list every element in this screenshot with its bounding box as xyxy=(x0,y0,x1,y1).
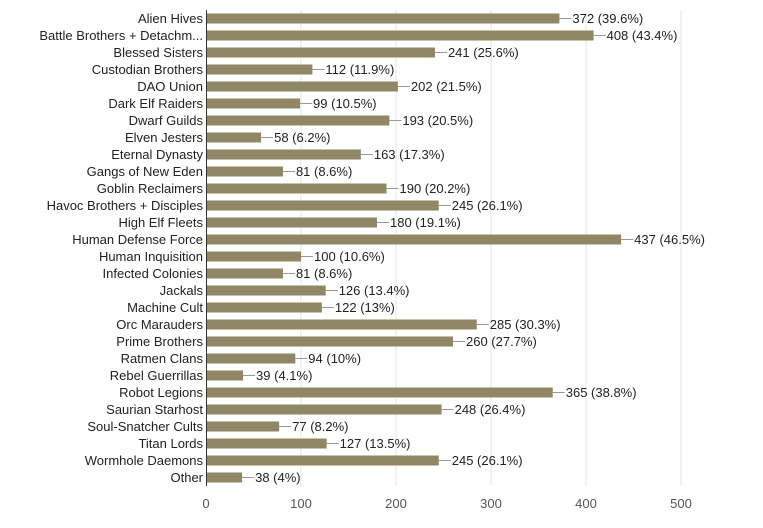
category-label: Machine Cult xyxy=(127,300,203,315)
value-label: 193 (20.5%) xyxy=(402,113,473,128)
category-label: Other xyxy=(170,470,203,485)
bar xyxy=(206,13,560,24)
value-labels: 372 (39.6%) 408 (43.4%) 241 (25.6%) 112 (11… xyxy=(242,11,705,485)
category-label: Robot Legions xyxy=(119,385,203,400)
category-label: Alien Hives xyxy=(138,11,204,26)
bar xyxy=(206,200,439,211)
value-label: 241 (25.6%) xyxy=(448,45,519,60)
category-label: Eternal Dynasty xyxy=(111,147,203,162)
value-label: 245 (26.1%) xyxy=(452,453,523,468)
category-label: Gangs of New Eden xyxy=(87,164,203,179)
value-label: 58 (6.2%) xyxy=(274,130,330,145)
bar xyxy=(206,353,296,364)
value-label: 38 (4%) xyxy=(255,470,301,485)
bars xyxy=(206,13,622,483)
category-label: Custodian Brothers xyxy=(92,62,204,77)
bar xyxy=(206,472,243,483)
value-label: 126 (13.4%) xyxy=(339,283,410,298)
bar xyxy=(206,251,301,262)
bar xyxy=(206,81,398,92)
value-label: 180 (19.1%) xyxy=(390,215,461,230)
bar xyxy=(206,166,283,177)
value-label: 100 (10.6%) xyxy=(314,249,385,264)
bar xyxy=(206,47,435,58)
bar xyxy=(206,455,439,466)
value-label: 190 (20.2%) xyxy=(400,181,471,196)
category-label: Goblin Reclaimers xyxy=(97,181,204,196)
x-tick-label: 300 xyxy=(480,496,502,511)
value-label: 81 (8.6%) xyxy=(296,164,352,179)
value-label: 245 (26.1%) xyxy=(452,198,523,213)
category-label: Havoc Brothers + Disciples xyxy=(47,198,204,213)
bar xyxy=(206,302,322,313)
bar xyxy=(206,404,442,415)
category-label: Battle Brothers + Detachm... xyxy=(39,28,203,43)
category-label: Human Defense Force xyxy=(72,232,203,247)
bar xyxy=(206,234,622,245)
x-tick-label: 500 xyxy=(670,496,692,511)
value-label: 285 (30.3%) xyxy=(490,317,561,332)
value-label: 127 (13.5%) xyxy=(340,436,411,451)
x-tick-label: 100 xyxy=(290,496,312,511)
bar xyxy=(206,421,280,432)
value-label: 372 (39.6%) xyxy=(572,11,643,26)
category-label: Wormhole Daemons xyxy=(85,453,204,468)
x-tick-label: 400 xyxy=(575,496,597,511)
value-label: 122 (13%) xyxy=(335,300,395,315)
bar xyxy=(206,149,361,160)
bar xyxy=(206,268,283,279)
value-label: 248 (26.4%) xyxy=(455,402,526,417)
category-label: Titan Lords xyxy=(138,436,203,451)
value-label: 99 (10.5%) xyxy=(313,96,377,111)
value-label: 365 (38.8%) xyxy=(566,385,637,400)
axes: 0 100 200 300 400 500 xyxy=(202,10,692,511)
bar xyxy=(206,98,301,109)
value-label: 163 (17.3%) xyxy=(374,147,445,162)
x-tick-label: 200 xyxy=(385,496,407,511)
bar xyxy=(206,438,327,449)
value-label: 77 (8.2%) xyxy=(292,419,348,434)
category-labels: Alien Hives Battle Brothers + Detachm... B… xyxy=(39,11,203,485)
bar xyxy=(206,30,594,41)
category-label: Human Inquisition xyxy=(99,249,203,264)
category-label: High Elf Fleets xyxy=(118,215,203,230)
category-label: Elven Jesters xyxy=(125,130,204,145)
value-label: 94 (10%) xyxy=(308,351,361,366)
category-label: Jackals xyxy=(160,283,204,298)
value-label: 202 (21.5%) xyxy=(411,79,482,94)
bar xyxy=(206,64,313,75)
category-label: Soul-Snatcher Cults xyxy=(87,419,203,434)
bar xyxy=(206,183,387,194)
value-label: 260 (27.7%) xyxy=(466,334,537,349)
bar xyxy=(206,285,326,296)
value-label: 112 (11.9%) xyxy=(325,62,394,77)
category-label: Dwarf Guilds xyxy=(129,113,204,128)
bar xyxy=(206,336,453,347)
bar xyxy=(206,387,553,398)
value-label: 39 (4.1%) xyxy=(256,368,312,383)
category-label: Infected Colonies xyxy=(103,266,204,281)
value-label: 437 (46.5%) xyxy=(634,232,705,247)
category-label: Dark Elf Raiders xyxy=(108,96,203,111)
bar xyxy=(206,132,262,143)
category-label: Ratmen Clans xyxy=(121,351,204,366)
category-label: Rebel Guerrillas xyxy=(110,368,204,383)
category-label: Prime Brothers xyxy=(116,334,203,349)
bar xyxy=(206,217,377,228)
category-label: Blessed Sisters xyxy=(113,45,203,60)
value-label: 408 (43.4%) xyxy=(607,28,678,43)
value-label: 81 (8.6%) xyxy=(296,266,352,281)
bar xyxy=(206,319,477,330)
category-label: Orc Marauders xyxy=(116,317,203,332)
bar xyxy=(206,370,244,381)
category-label: Saurian Starhost xyxy=(106,402,203,417)
x-tick-label: 0 xyxy=(202,496,209,511)
category-label: DAO Union xyxy=(137,79,203,94)
bar xyxy=(206,115,390,126)
